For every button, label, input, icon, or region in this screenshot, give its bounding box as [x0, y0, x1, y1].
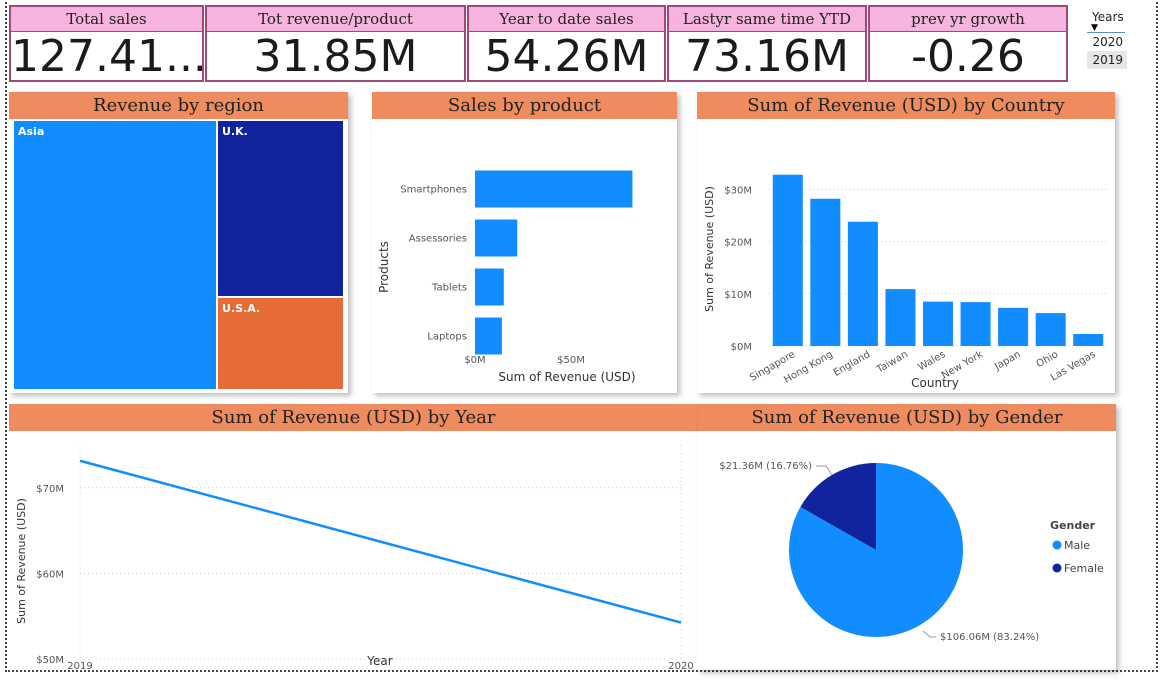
panel-title: Sum of Revenue (USD) by Gender [698, 404, 1116, 431]
x-axis-title: Year [366, 654, 392, 668]
legend-swatch [1052, 540, 1062, 550]
treemap-tile-usa[interactable]: U.S.A. [218, 298, 343, 389]
tile-label: U.S.A. [222, 302, 261, 315]
product-category-label: Laptops [427, 332, 467, 343]
pie-chart-revenue-by-gender[interactable]: Sum of Revenue (USD) by Gender $21.36M (… [698, 404, 1116, 670]
country-bar [923, 301, 953, 346]
x-tick-label: $0M [464, 355, 485, 366]
kpi-value: 54.26M [484, 32, 649, 82]
kpi-prev-year-growth[interactable]: prev yr growth -0.26 [868, 5, 1068, 82]
kpi-title: Total sales [11, 7, 202, 32]
x-axis-title: Sum of Revenue (USD) [498, 370, 635, 384]
y-tick-label: $60M [36, 569, 64, 580]
product-bar [475, 268, 504, 306]
y-axis-title: Products [377, 241, 391, 293]
country-bar [772, 174, 803, 346]
x-tick-label: Taiwan [874, 349, 910, 376]
gender-pie-chart-svg: $21.36M (16.76%) $106.06M (83.24%) Gender M… [719, 461, 1104, 643]
pie-data-label: $21.36M (16.76%) [719, 461, 812, 472]
x-tick-label: Ohio [1035, 349, 1061, 370]
x-axis-title: Country [911, 376, 959, 390]
y-tick-label: $10M [724, 290, 752, 301]
kpi-total-sales[interactable]: Total sales 127.41... [9, 5, 204, 82]
legend-item-label: Female [1064, 562, 1104, 575]
country-bar [1035, 313, 1066, 346]
country-bar [885, 289, 916, 346]
kpi-title: Tot revenue/product [207, 7, 464, 32]
tile-label: Asia [18, 125, 45, 138]
kpi-value: 127.41... [11, 32, 202, 82]
pie-leader-line [922, 630, 936, 638]
y-tick-label: $0M [731, 342, 752, 353]
y-axis-title: Sum of Revenue (USD) [15, 498, 28, 624]
kpi-value: -0.26 [911, 32, 1025, 82]
report-canvas-border [5, 2, 1158, 672]
y-tick-label: $20M [724, 238, 752, 249]
panel-title: Revenue by region [9, 92, 348, 119]
years-slicer[interactable]: Years ▼ 2020 2019 [1087, 10, 1127, 69]
treemap-tile-asia[interactable]: Asia [14, 121, 216, 389]
y-tick-label: $30M [724, 185, 752, 196]
slicer-item-2020[interactable]: 2020 [1092, 35, 1123, 49]
pie-data-label: $106.06M (83.24%) [940, 632, 1039, 643]
product-bar [475, 219, 518, 257]
tile-label: U.K. [222, 125, 248, 138]
product-category-label: Smartphones [400, 185, 467, 196]
kpi-title: prev yr growth [870, 7, 1066, 32]
country-bar [998, 307, 1029, 346]
country-bar [847, 221, 878, 346]
treemap-revenue-by-region[interactable]: Revenue by region Asia U.K. U.S.A. [9, 92, 348, 393]
legend-item-label: Male [1064, 539, 1090, 552]
kpi-title: Year to date sales [469, 7, 664, 32]
kpi-ytd-sales[interactable]: Year to date sales 54.26M [467, 5, 666, 82]
bar-chart-sales-by-product[interactable]: Sales by product Smartphones Assessories T… [372, 92, 677, 393]
kpi-last-year-ytd[interactable]: Lastyr same time YTD 73.16M [667, 5, 867, 82]
slicer-item-2019[interactable]: 2019 [1087, 51, 1127, 69]
product-bar [475, 317, 502, 355]
slicer-title: Years [1092, 10, 1124, 24]
x-tick-label: $50M [557, 355, 585, 366]
x-tick-label: England [832, 349, 873, 379]
kpi-value: 73.16M [685, 32, 849, 82]
country-bar [1073, 333, 1104, 346]
revenue-line [79, 459, 682, 624]
pie-slice-female [800, 463, 876, 550]
treemap-tile-uk[interactable]: U.K. [218, 121, 343, 296]
caret-down-icon[interactable]: ▼ [1087, 24, 1125, 33]
product-bar [475, 170, 633, 208]
panel-title: Sales by product [372, 92, 677, 119]
y-axis-title: Sum of Revenue (USD) [703, 186, 716, 312]
product-category-label: Assessories [409, 234, 467, 245]
x-tick-label: 2020 [668, 661, 693, 670]
pie-leader-line [816, 465, 833, 476]
y-tick-label: $50M [36, 655, 64, 666]
product-category-label: Tablets [431, 283, 467, 294]
bar-chart-revenue-by-country[interactable]: Sum of Revenue (USD) by Country $0M $10M $… [697, 92, 1115, 393]
legend-swatch [1052, 563, 1062, 573]
x-tick-label: Japan [992, 349, 1023, 373]
product-bar-chart-svg: Smartphones Assessories Tablets Laptops $0M $… [377, 170, 636, 384]
panel-title: Sum of Revenue (USD) by Year [9, 404, 698, 431]
kpi-value: 31.85M [253, 32, 418, 82]
kpi-revenue-per-product[interactable]: Tot revenue/product 31.85M [205, 5, 466, 82]
panel-title: Sum of Revenue (USD) by Country [697, 92, 1115, 119]
x-tick-label: 2019 [67, 661, 92, 670]
year-line-chart-svg: $50M $60M $70M 2019 2020 Year Sum of Revenue (… [15, 445, 694, 670]
line-chart-revenue-by-year[interactable]: Sum of Revenue (USD) by Year $50M $60M $70… [9, 404, 698, 670]
country-bar [960, 302, 991, 346]
country-bar [810, 198, 841, 346]
legend-title: Gender [1050, 519, 1096, 532]
y-tick-label: $70M [36, 484, 64, 495]
kpi-title: Lastyr same time YTD [669, 7, 865, 32]
